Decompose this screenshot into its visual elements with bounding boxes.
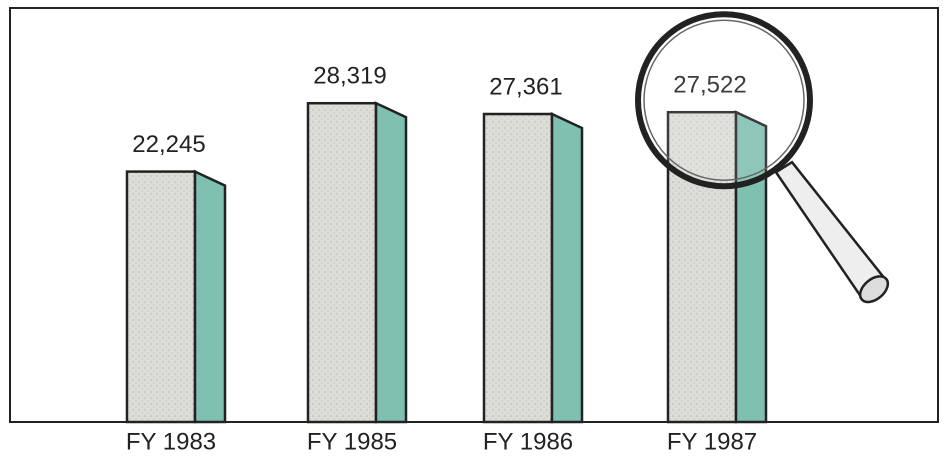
magnifier-lens <box>635 11 813 190</box>
value-label: 27,522 <box>673 72 746 99</box>
magnifier-rim <box>643 19 805 181</box>
x-tick-label: FY 1986 <box>483 428 573 455</box>
bar-side <box>374 101 408 424</box>
magnifier-handle-end <box>858 275 890 304</box>
x-tick-label: FY 1987 <box>667 428 757 455</box>
bar <box>666 110 738 424</box>
bar-side <box>734 110 768 424</box>
bar <box>306 101 378 424</box>
bar <box>482 112 554 424</box>
x-tick-label: FY 1985 <box>307 428 397 455</box>
value-label: 22,245 <box>132 131 205 158</box>
value-label: 28,319 <box>313 63 386 90</box>
bar-side <box>193 169 227 424</box>
bar-side <box>550 112 584 424</box>
x-tick-label: FY 1983 <box>126 428 216 455</box>
value-label: 27,361 <box>489 73 562 100</box>
bar <box>125 170 197 424</box>
